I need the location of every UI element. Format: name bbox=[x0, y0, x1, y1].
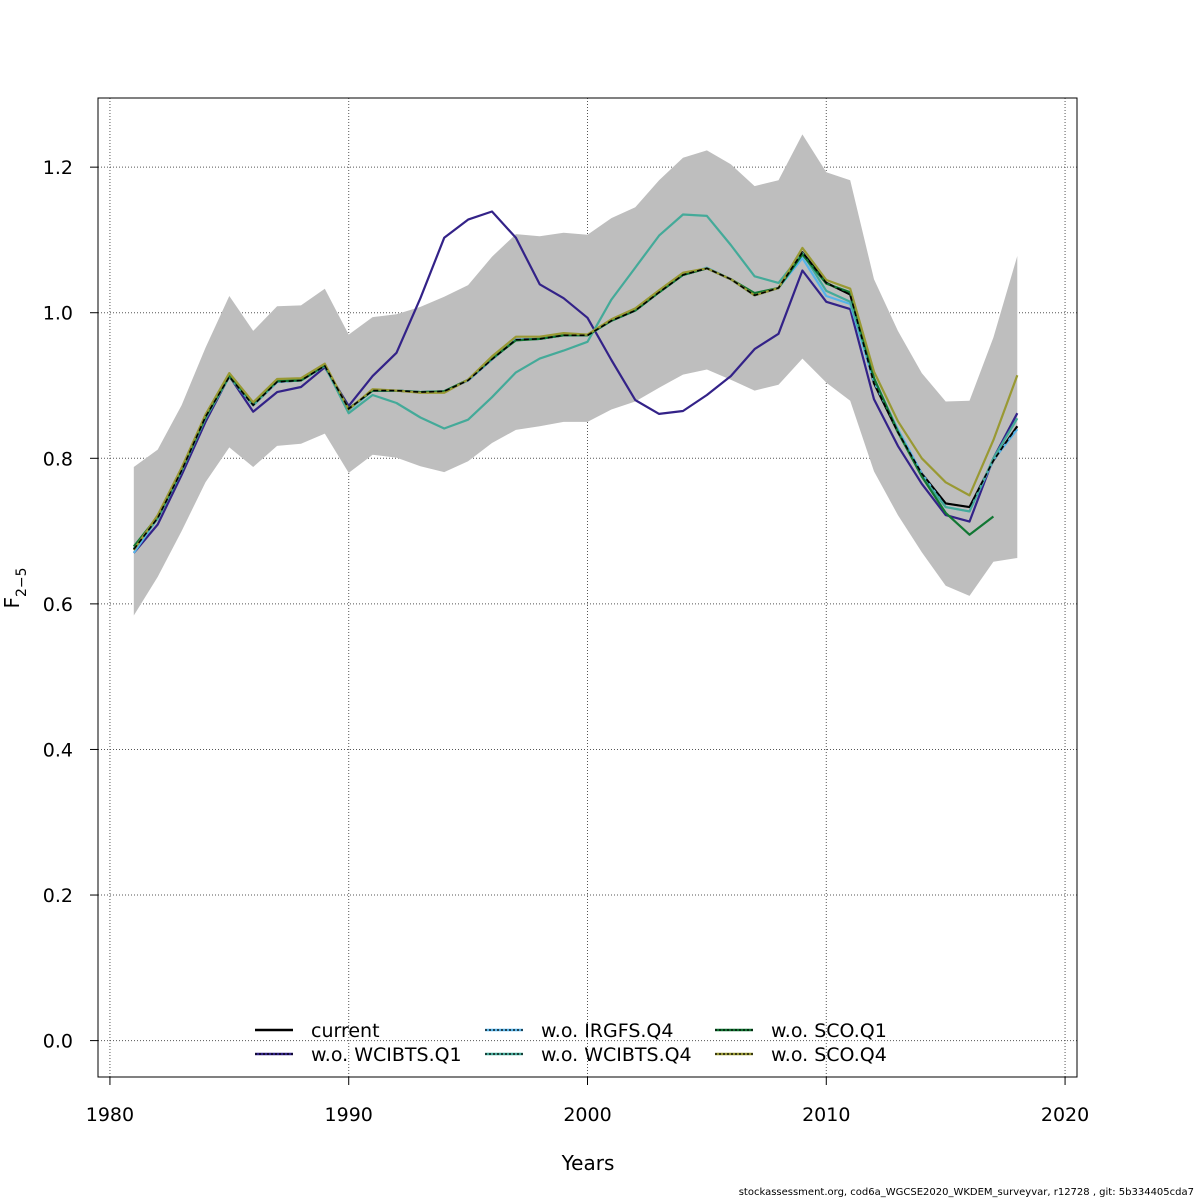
y-tick-label: 1.0 bbox=[43, 303, 73, 325]
x-axis: 1980 1990 2000 2010 2020 bbox=[86, 1076, 1089, 1126]
svg-text:F2−5: F2−5 bbox=[0, 567, 30, 608]
confidence-band bbox=[133, 134, 1018, 616]
legend-label: current bbox=[311, 1020, 380, 1042]
y-tick-label: 0.0 bbox=[43, 1031, 73, 1053]
legend-label: w.o. IRGFS.Q4 bbox=[541, 1020, 673, 1042]
x-axis-title: Years bbox=[561, 1151, 615, 1175]
y-tick-label: 0.2 bbox=[43, 885, 73, 907]
series-line-current-overlay bbox=[133, 250, 1018, 550]
y-tick-label: 0.4 bbox=[43, 739, 73, 761]
x-tick-label: 1990 bbox=[325, 1104, 373, 1126]
legend-label: w.o. SCO.Q1 bbox=[771, 1020, 887, 1042]
y-axis-title-sub: 2−5 bbox=[14, 567, 30, 597]
legend-label: w.o. SCO.Q4 bbox=[771, 1044, 887, 1066]
footer-credit: stockassessment.org, cod6a_WGCSE2020_WKD… bbox=[738, 1187, 1194, 1198]
y-tick-label: 0.6 bbox=[43, 594, 73, 616]
legend-label: w.o. WCIBTS.Q1 bbox=[311, 1044, 462, 1066]
y-axis-title: F2−5 bbox=[0, 567, 30, 608]
y-tick-label: 1.2 bbox=[43, 157, 73, 179]
legend-label: w.o. WCIBTS.Q4 bbox=[541, 1044, 692, 1066]
series-line-w-o-wcibts-q1 bbox=[132, 210, 1019, 554]
y-axis: 0.0 0.2 0.4 0.6 0.8 1.0 1.2 bbox=[43, 157, 99, 1053]
x-tick-label: 2000 bbox=[563, 1104, 611, 1126]
x-tick-label: 2010 bbox=[802, 1104, 850, 1126]
y-axis-title-main: F bbox=[0, 597, 24, 609]
series-lines bbox=[132, 210, 1019, 554]
y-tick-label: 0.8 bbox=[43, 448, 73, 470]
x-tick-label: 1980 bbox=[86, 1104, 134, 1126]
x-tick-label: 2020 bbox=[1041, 1104, 1089, 1126]
confidence-band-area bbox=[133, 134, 1018, 616]
series-line-w-o-sco-q4 bbox=[132, 246, 1019, 551]
